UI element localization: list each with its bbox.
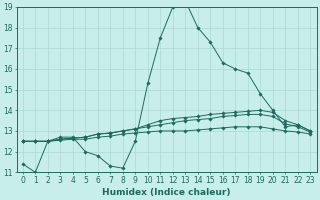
X-axis label: Humidex (Indice chaleur): Humidex (Indice chaleur) [102,188,231,197]
